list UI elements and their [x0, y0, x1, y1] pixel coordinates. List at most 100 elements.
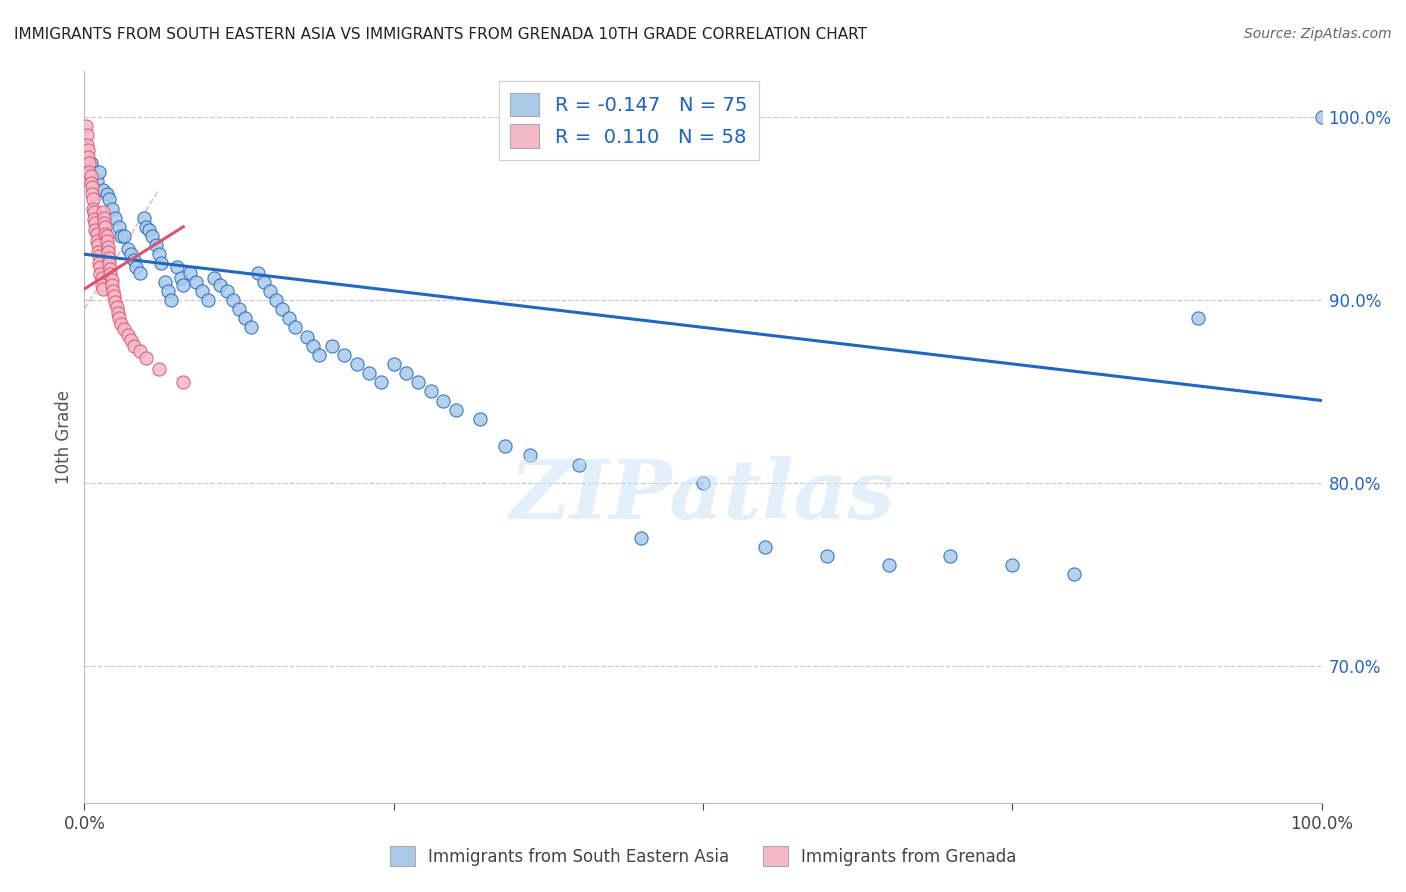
Point — [148, 247, 170, 261]
Y-axis label: 10th Grade: 10th Grade — [55, 390, 73, 484]
Legend: Immigrants from South Eastern Asia, Immigrants from Grenada: Immigrants from South Eastern Asia, Immi… — [381, 838, 1025, 875]
Point — [100, 273, 122, 287]
Point — [108, 311, 131, 326]
Point — [877, 558, 900, 573]
Point — [98, 256, 121, 270]
Point — [96, 228, 118, 243]
Point — [77, 143, 100, 157]
Point — [97, 245, 120, 260]
Point — [84, 216, 107, 230]
Point — [122, 338, 145, 352]
Point — [108, 219, 131, 234]
Text: Source: ZipAtlas.com: Source: ZipAtlas.com — [1244, 27, 1392, 41]
Point — [107, 306, 129, 320]
Point — [271, 301, 294, 316]
Point — [321, 338, 343, 352]
Point — [125, 260, 148, 274]
Point — [568, 458, 591, 472]
Text: IMMIGRANTS FROM SOUTH EASTERN ASIA VS IMMIGRANTS FROM GRENADA 10TH GRADE CORRELA: IMMIGRANTS FROM SOUTH EASTERN ASIA VS IM… — [14, 27, 868, 42]
Point — [284, 320, 307, 334]
Point — [86, 227, 108, 241]
Point — [630, 531, 652, 545]
Point — [83, 212, 105, 227]
Point — [129, 344, 152, 359]
Point — [112, 322, 135, 336]
Point — [104, 294, 127, 309]
Point — [79, 165, 101, 179]
Point — [170, 271, 193, 285]
Point — [815, 549, 838, 563]
Point — [100, 278, 122, 293]
Point — [104, 211, 127, 225]
Point — [166, 260, 188, 274]
Point — [93, 216, 115, 230]
Point — [101, 284, 124, 298]
Point — [86, 174, 108, 188]
Point — [83, 205, 105, 219]
Legend: R = -0.147   N = 75, R =  0.110   N = 58: R = -0.147 N = 75, R = 0.110 N = 58 — [499, 81, 759, 160]
Text: ZIPatlas: ZIPatlas — [510, 456, 896, 535]
Point — [228, 301, 250, 316]
Point — [395, 366, 418, 380]
Point — [215, 284, 238, 298]
Point — [100, 202, 122, 216]
Point — [302, 338, 325, 352]
Point — [148, 362, 170, 376]
Point — [110, 228, 132, 243]
Point — [132, 211, 155, 225]
Point — [117, 242, 139, 256]
Point — [79, 155, 101, 169]
Point — [470, 411, 492, 425]
Point — [91, 205, 114, 219]
Point — [91, 183, 114, 197]
Point — [122, 252, 145, 267]
Point — [1187, 311, 1209, 326]
Point — [82, 192, 104, 206]
Point — [519, 448, 541, 462]
Point — [333, 348, 356, 362]
Point — [79, 176, 101, 190]
Point — [90, 271, 112, 285]
Point — [96, 235, 118, 249]
Point — [754, 540, 776, 554]
Point — [246, 265, 269, 279]
Point — [222, 293, 245, 307]
Point — [494, 439, 516, 453]
Point — [86, 235, 108, 249]
Point — [135, 351, 157, 366]
Point — [84, 223, 107, 237]
Point — [87, 238, 110, 252]
Point — [202, 271, 225, 285]
Point — [112, 228, 135, 243]
Point — [80, 186, 103, 201]
Point — [1001, 558, 1024, 573]
Point — [1310, 110, 1333, 124]
Point — [80, 179, 103, 194]
Point — [382, 357, 405, 371]
Point — [172, 375, 194, 389]
Point — [90, 278, 112, 293]
Point — [253, 275, 276, 289]
Point — [93, 211, 115, 225]
Point — [89, 268, 111, 282]
Point — [160, 293, 183, 307]
Point — [346, 357, 368, 371]
Point — [89, 249, 111, 263]
Point — [105, 300, 128, 314]
Point — [191, 284, 214, 298]
Point — [277, 311, 299, 326]
Point — [259, 284, 281, 298]
Point — [94, 219, 117, 234]
Point — [444, 402, 467, 417]
Point — [98, 268, 121, 282]
Point — [295, 329, 318, 343]
Point — [82, 202, 104, 216]
Point — [76, 137, 98, 152]
Point — [233, 311, 256, 326]
Point — [89, 256, 111, 270]
Point — [97, 240, 120, 254]
Point — [141, 228, 163, 243]
Point — [103, 289, 125, 303]
Point — [145, 238, 167, 252]
Point — [98, 251, 121, 265]
